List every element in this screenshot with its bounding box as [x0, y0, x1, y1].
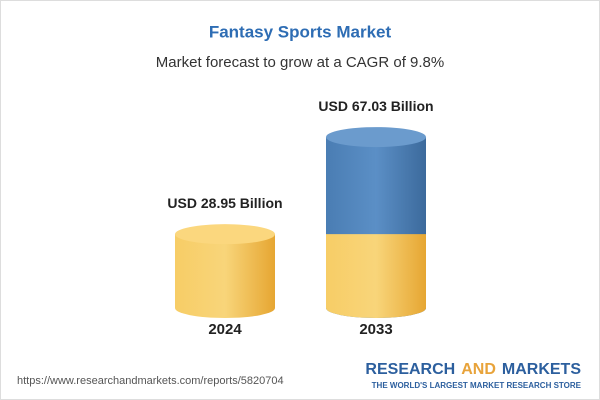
brand-word: MARKETS — [501, 361, 581, 378]
x-tick-label: 2033 — [359, 321, 392, 338]
x-tick-label: 2024 — [208, 321, 242, 338]
cylinder-top — [326, 127, 426, 148]
chart-title: Fantasy Sports Market — [209, 22, 392, 41]
value-label: USD 67.03 Billion — [318, 98, 433, 114]
chart-subtitle: Market forecast to grow at a CAGR of 9.8… — [156, 54, 444, 71]
chart: Fantasy Sports Market Market forecast to… — [156, 22, 444, 338]
brand-tagline: THE WORLD'S LARGEST MARKET RESEARCH STOR… — [371, 381, 581, 390]
cylinder — [175, 234, 275, 318]
value-label: USD 28.95 Billion — [167, 195, 282, 211]
report-url: https://www.researchandmarkets.com/repor… — [17, 375, 284, 387]
cylinder-top — [175, 224, 275, 245]
brand-name: RESEARCH AND MARKETS — [365, 361, 581, 379]
brand: RESEARCH AND MARKETS THE WORLD'S LARGEST… — [365, 361, 581, 390]
cylinder — [326, 234, 426, 318]
brand-word: RESEARCH — [365, 361, 456, 378]
brand-word: AND — [461, 361, 496, 378]
